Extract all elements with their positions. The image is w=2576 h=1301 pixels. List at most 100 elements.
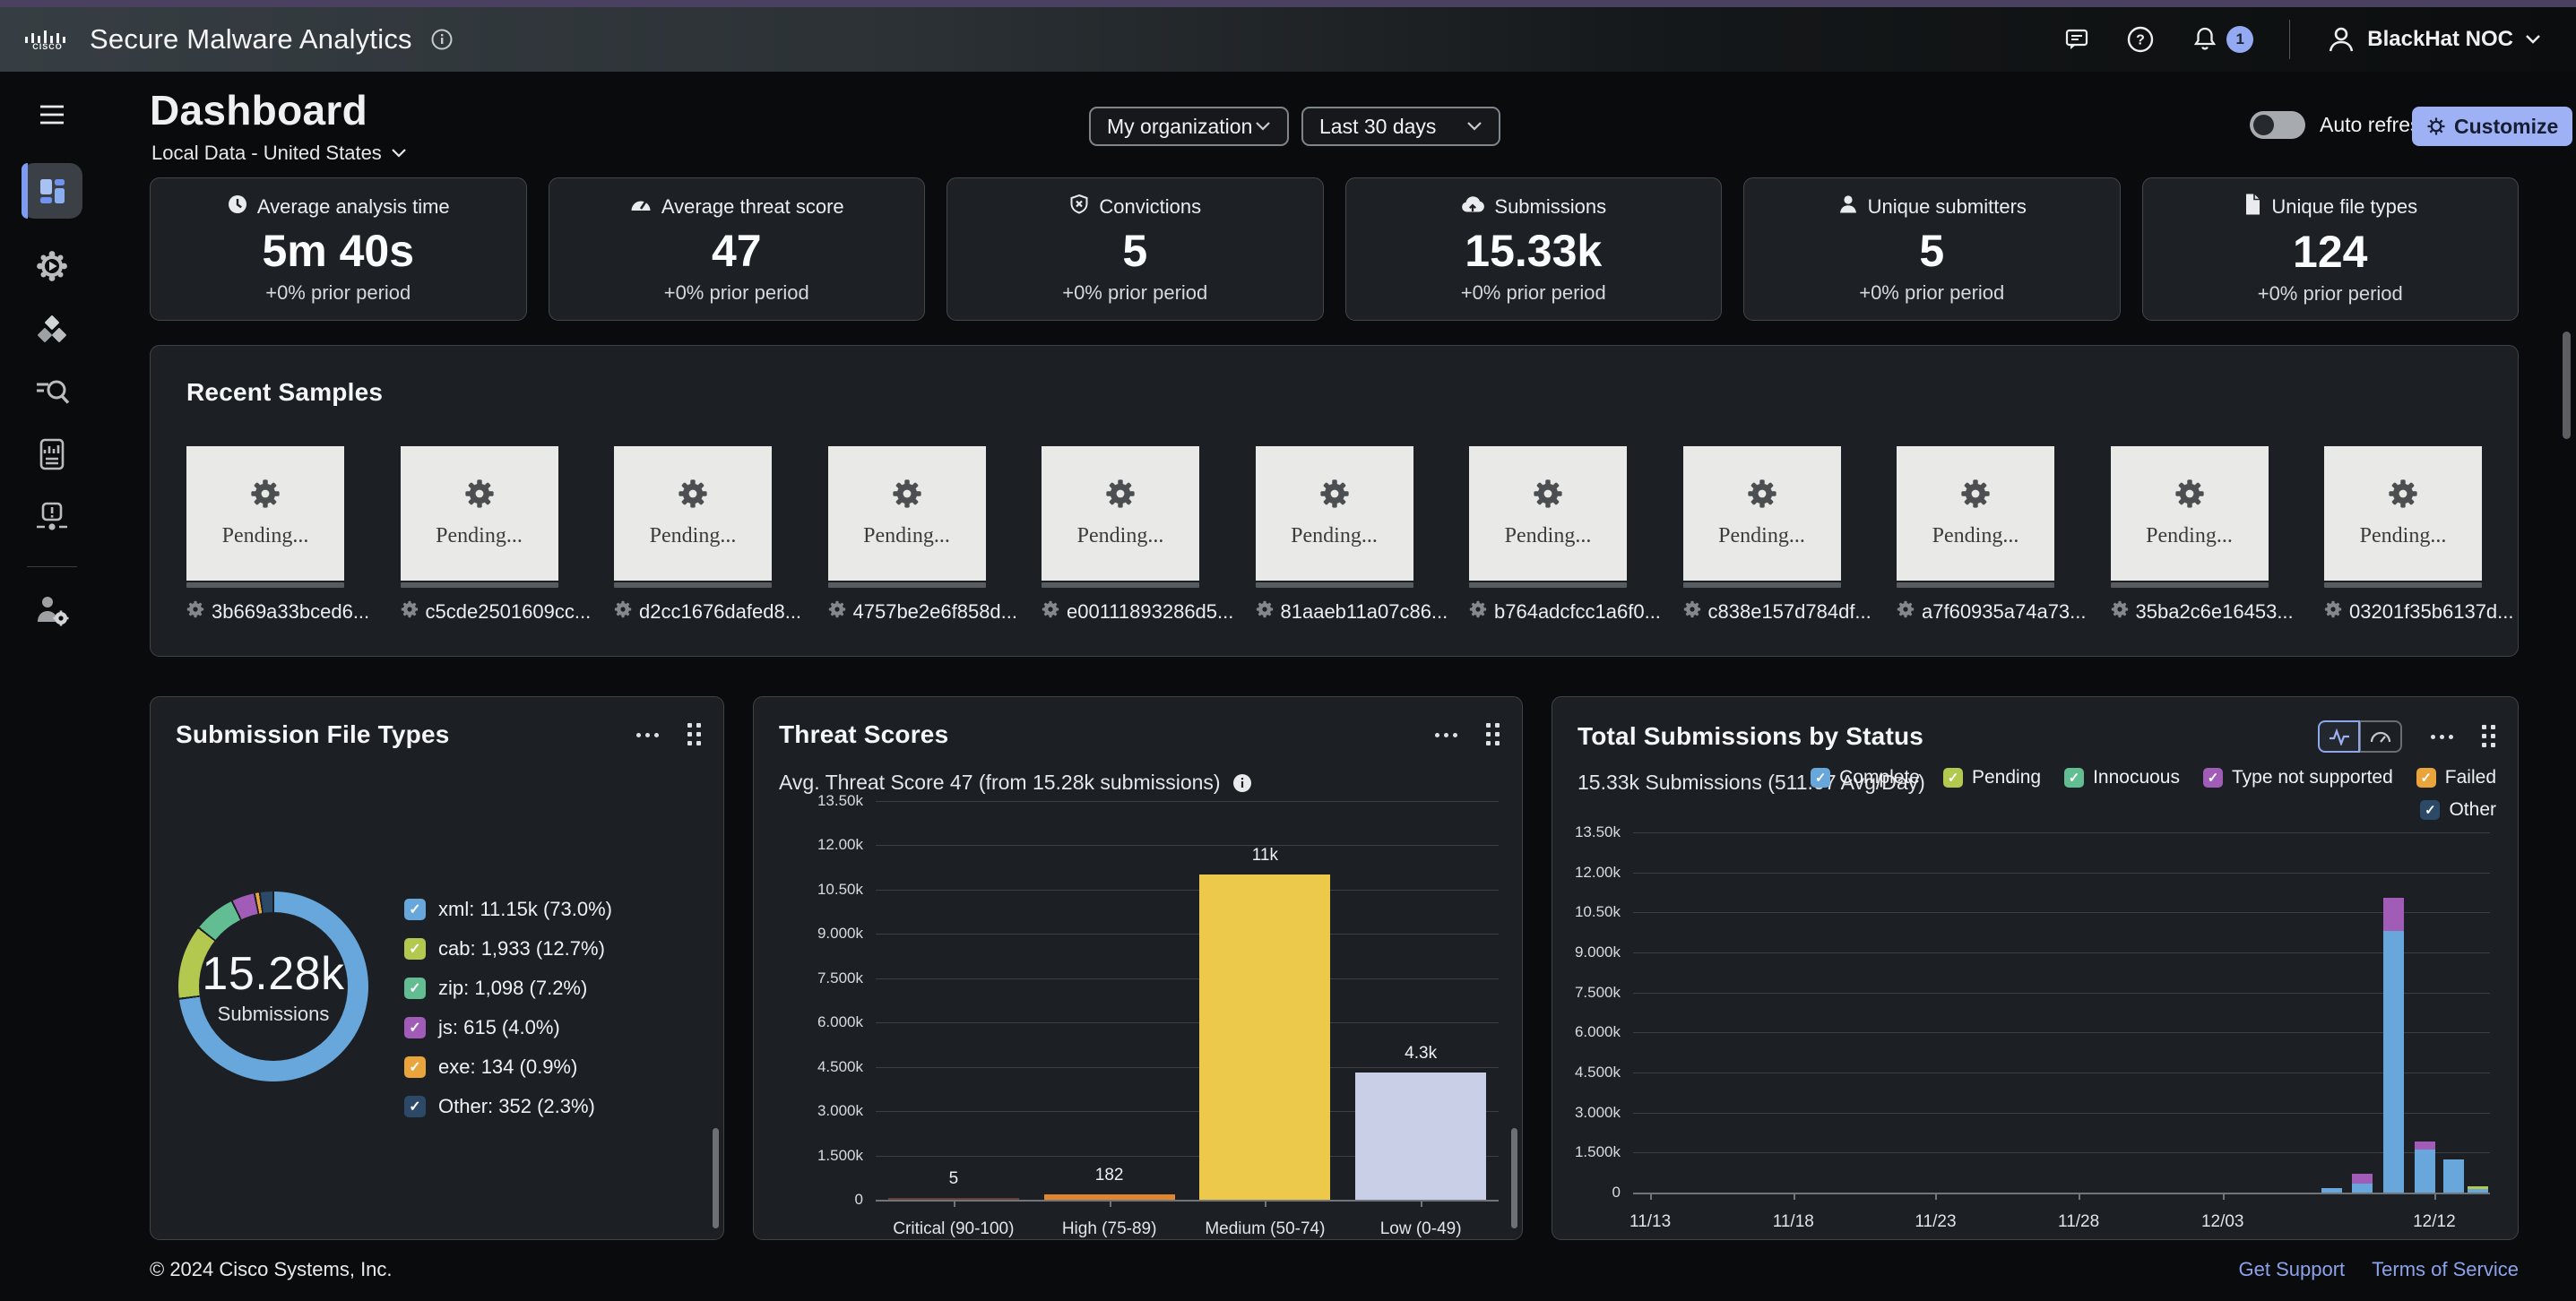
- sample-card[interactable]: Pending... 35ba2c6e16453...: [2110, 446, 2294, 624]
- sample-hash-link[interactable]: a7f60935a74a73...: [1897, 600, 2087, 624]
- sample-thumbnail[interactable]: Pending...: [1469, 446, 1627, 581]
- stat-card[interactable]: Submissions 15.33k +0% prior period: [1344, 177, 1722, 321]
- stat-card[interactable]: Average threat score 47 +0% prior period: [548, 177, 925, 321]
- stat-card[interactable]: Average analysis time 5m 40s +0% prior p…: [150, 177, 527, 321]
- stat-card[interactable]: Unique file types 124 +0% prior period: [2141, 177, 2519, 321]
- sample-card[interactable]: Pending... 03201f35b6137d...: [2324, 446, 2514, 624]
- legend-checkbox[interactable]: [2416, 768, 2436, 788]
- legend-checkbox[interactable]: [1811, 768, 1831, 788]
- app-info-icon[interactable]: [430, 28, 454, 51]
- sample-card[interactable]: Pending... d2cc1676dafed8...: [614, 446, 801, 624]
- scope-selector[interactable]: Local Data - United States: [151, 142, 407, 165]
- sample-hash-link[interactable]: b764adcfcc1a6f0...: [1469, 600, 1661, 624]
- status-bar[interactable]: [2321, 1188, 2342, 1193]
- gauge-chart-toggle-button[interactable]: [2360, 720, 2402, 753]
- sample-card[interactable]: Pending... a7f60935a74a73...: [1897, 446, 2087, 624]
- organization-dropdown[interactable]: My organization: [1089, 107, 1289, 146]
- legend-checkbox[interactable]: [404, 1017, 426, 1038]
- legend-checkbox[interactable]: [404, 938, 426, 960]
- sidebar-item-dashboard[interactable]: [21, 163, 82, 219]
- date-range-dropdown[interactable]: Last 30 days: [1301, 107, 1500, 146]
- sample-card[interactable]: Pending... c5cde2501609cc...: [400, 446, 591, 624]
- y-axis-tick-label: 4.500k: [1574, 1064, 1621, 1081]
- sample-thumbnail[interactable]: Pending...: [186, 446, 344, 581]
- panel-menu-button[interactable]: [2429, 729, 2455, 745]
- sample-card[interactable]: Pending... b764adcfcc1a6f0...: [1469, 446, 1661, 624]
- sidebar-item-submit-sample[interactable]: [35, 249, 69, 283]
- account-menu[interactable]: BlackHat NOC: [2326, 24, 2542, 55]
- sample-card[interactable]: Pending... 4757be2e6f858d...: [827, 446, 1017, 624]
- panel-scrollbar[interactable]: [713, 1128, 719, 1228]
- status-bar[interactable]: [2414, 1142, 2435, 1193]
- status-bar[interactable]: [2352, 1174, 2373, 1193]
- panel-scrollbar[interactable]: [1511, 1128, 1517, 1228]
- legend-checkbox[interactable]: [2064, 768, 2085, 788]
- sample-thumbnail[interactable]: Pending...: [1042, 446, 1199, 581]
- sample-hash-link[interactable]: c5cde2501609cc...: [401, 600, 591, 624]
- customize-button[interactable]: Customize: [2412, 107, 2573, 146]
- sample-thumbnail[interactable]: Pending...: [1255, 446, 1413, 581]
- sample-hash-link[interactable]: c838e157d784df...: [1683, 600, 1871, 624]
- legend-checkbox[interactable]: [2203, 768, 2223, 788]
- sample-thumbnail[interactable]: Pending...: [400, 446, 558, 581]
- status-bar[interactable]: [2383, 897, 2405, 1193]
- sample-hash-link[interactable]: e00111893286d5...: [1042, 600, 1233, 624]
- legend-checkbox[interactable]: [2420, 800, 2441, 820]
- legend-checkbox[interactable]: [404, 1056, 426, 1078]
- sample-card[interactable]: Pending... e00111893286d5...: [1042, 446, 1233, 624]
- sample-thumbnail[interactable]: Pending...: [2324, 446, 2482, 581]
- sample-thumbnail[interactable]: Pending...: [827, 446, 986, 581]
- sample-thumbnail[interactable]: Pending...: [1897, 446, 2054, 581]
- panel-menu-button[interactable]: [635, 728, 661, 743]
- sidebar-item-samples[interactable]: [34, 314, 70, 346]
- legend-checkbox[interactable]: [404, 978, 426, 999]
- panel-drag-handle[interactable]: [2482, 725, 2496, 748]
- legend-checkbox[interactable]: [404, 1096, 426, 1117]
- page-scrollbar[interactable]: [2563, 332, 2571, 439]
- panel-drag-handle[interactable]: [1486, 723, 1500, 746]
- sidebar-item-reports[interactable]: [36, 437, 68, 471]
- terms-of-service-link[interactable]: Terms of Service: [2372, 1258, 2519, 1280]
- notifications-button[interactable]: 1: [2191, 25, 2254, 54]
- threat-bar[interactable]: [1199, 875, 1331, 1200]
- legend-checkbox[interactable]: [1943, 768, 1963, 788]
- sample-thumbnail[interactable]: Pending...: [1682, 446, 1841, 581]
- panel-menu-button[interactable]: [1433, 728, 1459, 743]
- sidebar-item-indicators[interactable]: [35, 502, 69, 534]
- auto-refresh-toggle[interactable]: [2250, 111, 2305, 139]
- sample-card[interactable]: Pending... 3b669a33bced6...: [186, 446, 369, 624]
- sidebar-nav: [0, 72, 103, 1301]
- threat-scores-subtitle: Avg. Threat Score 47 (from 15.28k submis…: [779, 771, 1221, 794]
- sample-hash-link[interactable]: 03201f35b6137d...: [2324, 600, 2514, 624]
- threat-bar[interactable]: [1355, 1073, 1487, 1200]
- sidebar-menu-toggle[interactable]: [36, 102, 68, 127]
- sample-status: Pending...: [221, 524, 309, 547]
- sample-card[interactable]: Pending... c838e157d784df...: [1682, 446, 1871, 624]
- sample-hash-link[interactable]: 4757be2e6f858d...: [828, 600, 1017, 624]
- sidebar-item-administration[interactable]: [34, 594, 70, 626]
- sidebar-item-search[interactable]: [34, 376, 70, 407]
- line-chart-toggle-button[interactable]: [2318, 720, 2360, 753]
- status-bar[interactable]: [2468, 1186, 2489, 1193]
- stat-card[interactable]: Convictions 5 +0% prior period: [947, 177, 1324, 321]
- sample-hash-link[interactable]: 35ba2c6e16453...: [2111, 600, 2294, 624]
- sample-card[interactable]: Pending... 81aaeb11a07c86...: [1255, 446, 1448, 624]
- threat-scores-chart[interactable]: 13.50k 12.00k 10.50k 9.000k 7.500k 6.000k 4.50…: [817, 792, 1499, 1238]
- file-types-donut[interactable]: 15.28k Submissions: [178, 892, 368, 1081]
- feedback-icon[interactable]: [2063, 26, 2090, 53]
- get-support-link[interactable]: Get Support: [2238, 1258, 2346, 1280]
- sample-thumbnail[interactable]: Pending...: [2110, 446, 2269, 581]
- status-chart[interactable]: 13.50k 12.00k 10.50k 9.000k 7.500k 6.000k 4.50…: [1575, 823, 2490, 1231]
- sample-hash-link[interactable]: 3b669a33bced6...: [186, 600, 369, 624]
- sample-thumbnail[interactable]: Pending...: [614, 446, 772, 581]
- panel-drag-handle[interactable]: [687, 723, 702, 746]
- threat-bar[interactable]: [887, 1198, 1019, 1200]
- info-icon[interactable]: [1232, 772, 1253, 794]
- threat-bar[interactable]: [1043, 1194, 1175, 1200]
- legend-checkbox[interactable]: [404, 899, 426, 920]
- status-bar[interactable]: [2443, 1159, 2465, 1193]
- stat-card[interactable]: Unique submitters 5 +0% prior period: [1743, 177, 2121, 321]
- help-icon[interactable]: ?: [2126, 25, 2155, 54]
- sample-hash-link[interactable]: d2cc1676dafed8...: [614, 600, 801, 624]
- sample-hash-link[interactable]: 81aaeb11a07c86...: [1256, 600, 1448, 624]
